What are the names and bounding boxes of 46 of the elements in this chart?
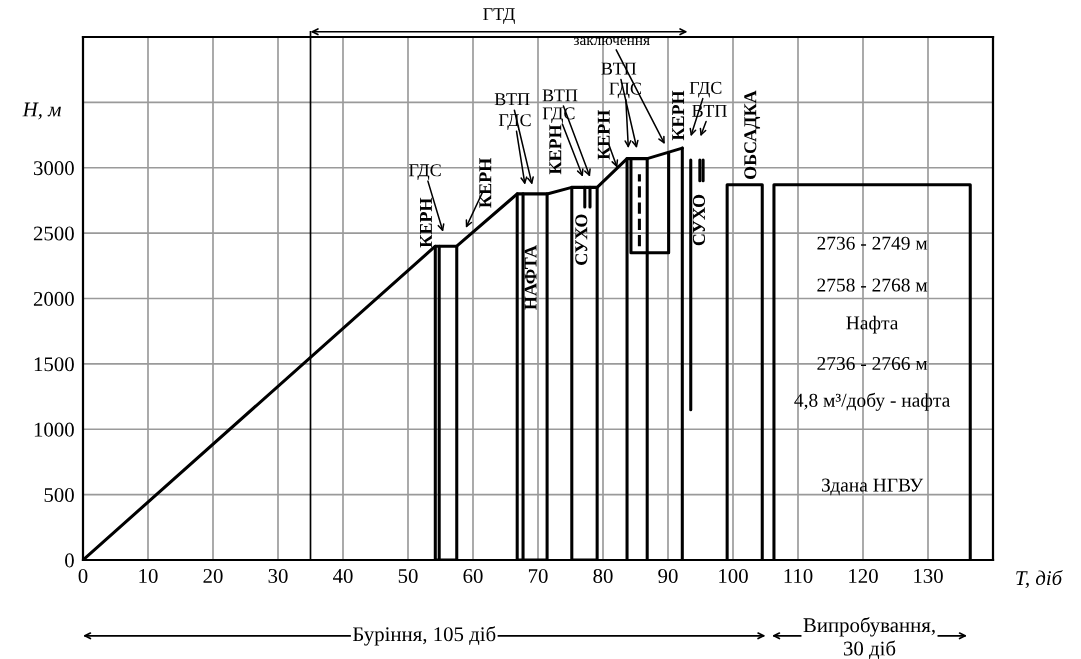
annotation: ГДС (689, 81, 722, 98)
text: ГТД (483, 8, 515, 24)
annotation: СУХО (575, 214, 588, 265)
annotation: 4,8 м³/добу - нафта (794, 392, 951, 411)
text: Випробування, 30 діб (803, 617, 935, 659)
x-tick-label: 0 (78, 568, 88, 583)
x-tick-label: 70 (528, 568, 548, 583)
x-tick-label: 90 (658, 568, 678, 583)
x-tick-label: 60 (463, 568, 483, 583)
x-axis-title: T, діб (1016, 570, 1063, 589)
y-tick-label: 2000 (33, 291, 74, 306)
y-tick-label: 2500 (33, 226, 74, 241)
annotation: КЕРН (597, 109, 610, 160)
annotation: ВТП (494, 93, 530, 106)
y-tick-label: 3000 (34, 161, 74, 176)
annotation: Нафта (846, 315, 899, 334)
annotation: НАФТА (524, 245, 537, 310)
annotation: заключення (573, 37, 650, 46)
text: Буріння, 105 діб (352, 626, 496, 646)
annotation: КЕРН (549, 124, 562, 175)
y-tick-label: 0 (65, 553, 74, 568)
annotation: КЕРН (420, 197, 432, 248)
annotation: Здана НГВУ (821, 478, 924, 496)
annotation: СУХО (692, 194, 706, 246)
x-tick-label: 50 (398, 568, 418, 583)
x-tick-label: 130 (914, 568, 943, 583)
annotation: ОБСАДКА (744, 90, 761, 179)
annotation: КЕРН (479, 158, 492, 208)
x-tick-label: 80 (593, 568, 613, 583)
annotation: ГДС (409, 164, 441, 180)
x-tick-label: 100 (719, 568, 748, 583)
x-tick-label: 30 (268, 568, 288, 583)
y-tick-label: 1500 (34, 357, 74, 372)
y-tick-label: 1000 (34, 422, 74, 437)
y-tick-label: 500 (44, 488, 74, 503)
annotation: 2736 - 2766 м (817, 356, 928, 371)
x-tick-label: 40 (332, 568, 353, 583)
x-tick-label: 20 (203, 568, 223, 583)
annotation: КЕРН (672, 90, 685, 141)
annotation: 2736 - 2749 м (817, 236, 928, 250)
annotation: ВТП (542, 89, 578, 102)
y-axis-title: H, м (22, 102, 61, 120)
x-tick-label: 10 (139, 568, 158, 583)
x-tick-label: 110 (784, 568, 813, 583)
x-tick-label: 120 (849, 568, 878, 583)
annotation: 2758 - 2768 м (817, 278, 928, 292)
